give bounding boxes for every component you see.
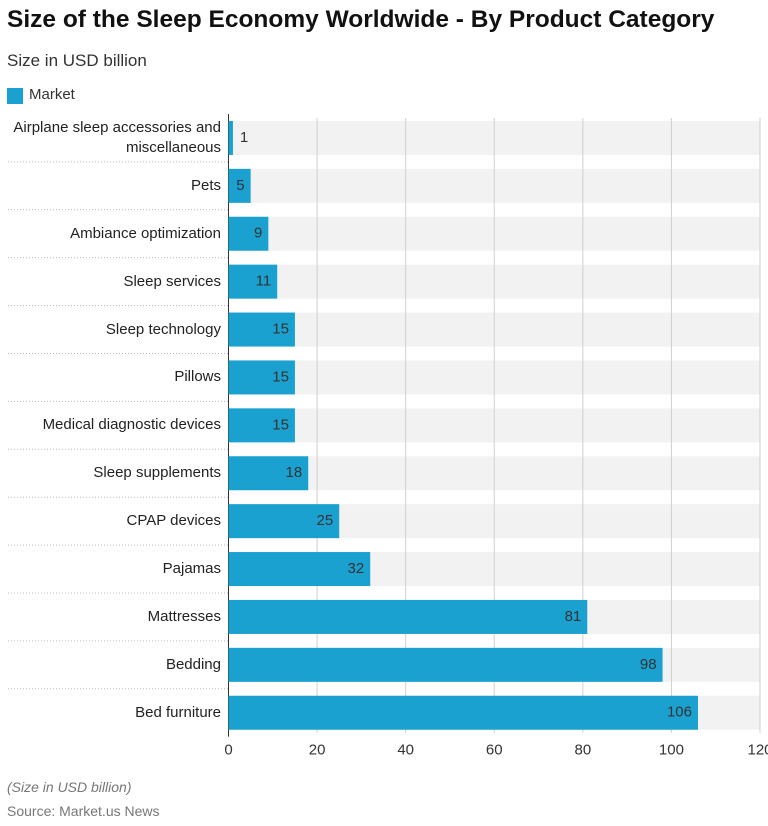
bar [228,599,588,634]
y-tick-label: Mattresses [147,607,221,625]
y-tick-label: Airplane sleep accessories and miscellan… [13,118,221,156]
x-tick-label: 20 [309,742,326,759]
legend-swatch [7,88,23,104]
source: Source: Market.us News [7,803,160,819]
y-tick-label: Sleep supplements [93,464,221,482]
value-label: 98 [640,656,657,673]
bar [228,408,295,443]
value-label: 81 [565,608,582,625]
bar [228,695,698,730]
y-tick-label: Pajamas [162,560,221,578]
note: (Size in USD billion) [7,779,132,795]
x-tick-label: 120 [747,742,768,759]
value-label: 15 [272,368,289,385]
chart-title: Size of the Sleep Economy Worldwide - By… [7,6,715,33]
bar [228,168,251,203]
x-tick-label: 80 [574,742,591,759]
value-label: 18 [286,464,303,481]
y-tick-label: Sleep technology [105,320,221,338]
x-tick-label: 100 [659,742,684,759]
bar [228,216,269,251]
value-label: 1 [240,129,248,146]
y-tick-label: Sleep services [123,272,221,290]
bar [228,264,278,299]
y-tick-label: Bedding [165,655,221,673]
bar [228,312,295,347]
value-label: 5 [236,177,244,194]
y-tick-label: Ambiance optimization [70,224,221,242]
bar [228,552,371,587]
y-tick-label: Medical diagnostic devices [42,416,221,434]
bar [228,456,309,491]
legend-label: Market [29,86,75,103]
x-tick-label: 40 [397,742,414,759]
bar [228,647,663,682]
y-tick-label: CPAP devices [126,512,222,530]
value-label: 15 [272,321,289,338]
y-tick-label: Pillows [174,368,221,386]
y-tick-label: Bed furniture [135,703,221,721]
value-label: 25 [317,512,334,529]
value-label: 106 [667,704,692,721]
chart-subtitle: Size in USD billion [7,51,147,70]
value-label: 9 [254,225,262,242]
bar [228,120,233,155]
bar [228,504,340,539]
value-label: 11 [256,273,272,290]
bar [228,360,295,395]
y-tick-label: Pets [190,176,221,194]
x-tick-label: 60 [486,742,503,759]
x-tick-label: 0 [224,742,232,759]
value-label: 15 [272,416,289,433]
value-label: 32 [348,560,365,577]
